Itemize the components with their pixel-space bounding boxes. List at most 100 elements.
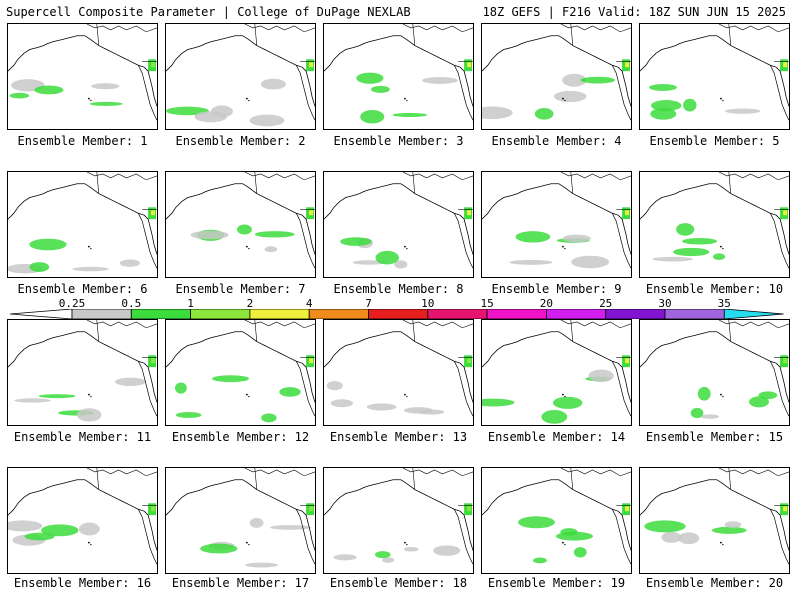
coastline — [716, 35, 789, 107]
border-line — [96, 320, 100, 342]
ensemble-member-label: Ensemble Member: 7 — [175, 282, 306, 296]
scp-contour — [783, 62, 788, 68]
scp-contour — [467, 62, 472, 68]
coastline — [453, 65, 473, 121]
hawaii-islands — [564, 99, 566, 102]
scp-contour — [625, 62, 630, 68]
ensemble-panel — [7, 467, 158, 574]
scp-contour — [571, 255, 610, 269]
scp-contour — [690, 407, 704, 419]
coastline — [400, 331, 473, 403]
ensemble-member-label: Ensemble Member: 4 — [491, 134, 622, 148]
scp-contour — [210, 105, 233, 118]
scp-contour — [89, 101, 123, 106]
colorbar-segment — [605, 309, 666, 319]
colorbar-tick-label: 10 — [421, 297, 435, 310]
hawaii-islands — [90, 247, 92, 250]
scp-contour — [509, 259, 553, 265]
coastline — [244, 172, 315, 181]
coastline — [8, 331, 85, 368]
scp-contour — [712, 253, 726, 261]
coastline — [718, 24, 789, 33]
scp-contour — [467, 210, 472, 216]
colorbar-segment — [71, 309, 132, 319]
hawaii-islands — [562, 393, 564, 396]
border-line — [412, 468, 416, 490]
scp-contour — [254, 231, 295, 238]
scp-contour — [371, 85, 390, 93]
ensemble-map — [482, 172, 631, 269]
ensemble-panel — [481, 467, 632, 574]
scp-contour — [560, 528, 578, 536]
hawaii-islands — [722, 247, 724, 250]
scp-contour — [422, 76, 458, 84]
scp-contour — [724, 521, 742, 528]
border-line — [728, 320, 732, 342]
hawaii-islands — [562, 245, 564, 248]
hawaii-islands — [720, 541, 722, 544]
colorbar-segment — [190, 309, 251, 319]
scp-contour — [482, 398, 515, 407]
coastline — [324, 331, 401, 368]
scp-contour — [403, 407, 434, 414]
ensemble-panel — [639, 23, 790, 130]
coastline — [242, 183, 315, 255]
ensemble-map — [640, 320, 789, 419]
coastline — [86, 468, 157, 477]
colorbar-tick-label: 7 — [365, 297, 372, 310]
scp-contour — [8, 520, 43, 532]
coastline — [400, 35, 473, 107]
hawaii-islands — [404, 393, 406, 396]
scp-contour — [724, 108, 761, 114]
ensemble-member-label: Ensemble Member: 16 — [13, 576, 152, 590]
coastline — [716, 183, 789, 255]
border-line — [412, 24, 416, 46]
ensemble-panel — [323, 467, 474, 574]
ensemble-member-label: Ensemble Member: 1 — [17, 134, 148, 148]
coastline — [137, 65, 157, 121]
scp-contour — [269, 525, 312, 530]
scp-contour — [78, 522, 100, 536]
colorbar-labels: 0.25 0.5 1 2 4 7 10 15 20 25 30 35 — [10, 297, 790, 310]
scp-contour — [249, 114, 285, 127]
coastline — [84, 331, 157, 403]
hawaii-islands — [406, 395, 408, 398]
border-line — [728, 24, 732, 46]
hawaii-islands — [406, 99, 408, 102]
colorbar: 0.25 0.5 1 2 4 7 10 15 20 25 30 35 — [10, 297, 790, 321]
scp-contour — [711, 526, 747, 534]
coastline — [611, 65, 631, 121]
hawaii-islands — [720, 245, 722, 248]
map-title: Supercell Composite Parameter | College … — [6, 5, 411, 19]
coastline — [295, 509, 315, 565]
ensemble-panel — [165, 319, 316, 426]
scp-contour — [264, 246, 278, 253]
coastline — [482, 479, 559, 516]
coastline — [453, 213, 473, 269]
hawaii-islands — [720, 393, 722, 396]
hawaii-islands — [564, 247, 566, 250]
coastline — [716, 331, 789, 403]
coastline — [244, 24, 315, 33]
scp-contour — [650, 100, 682, 112]
ensemble-member-label: Ensemble Member: 5 — [649, 134, 780, 148]
model-run-info: 18Z GEFS | F216 Valid: 18Z SUN JUN 15 20… — [482, 5, 786, 19]
scp-contour — [151, 506, 156, 512]
hawaii-islands — [90, 543, 92, 546]
coastline — [8, 35, 85, 72]
ensemble-map — [166, 320, 315, 423]
scp-contour — [166, 106, 209, 116]
colorbar-segment — [427, 309, 488, 319]
ensemble-member-label: Ensemble Member: 8 — [333, 282, 464, 296]
colorbar-underflow — [10, 309, 73, 319]
scp-contour — [309, 506, 314, 512]
scp-contour — [38, 394, 76, 399]
coastline — [242, 479, 315, 551]
ensemble-panel — [481, 171, 632, 278]
coastline — [640, 331, 717, 368]
border-line — [96, 172, 100, 194]
coastline — [324, 183, 401, 220]
border-line — [412, 320, 416, 342]
hawaii-islands — [246, 541, 248, 544]
scp-contour — [783, 506, 788, 512]
